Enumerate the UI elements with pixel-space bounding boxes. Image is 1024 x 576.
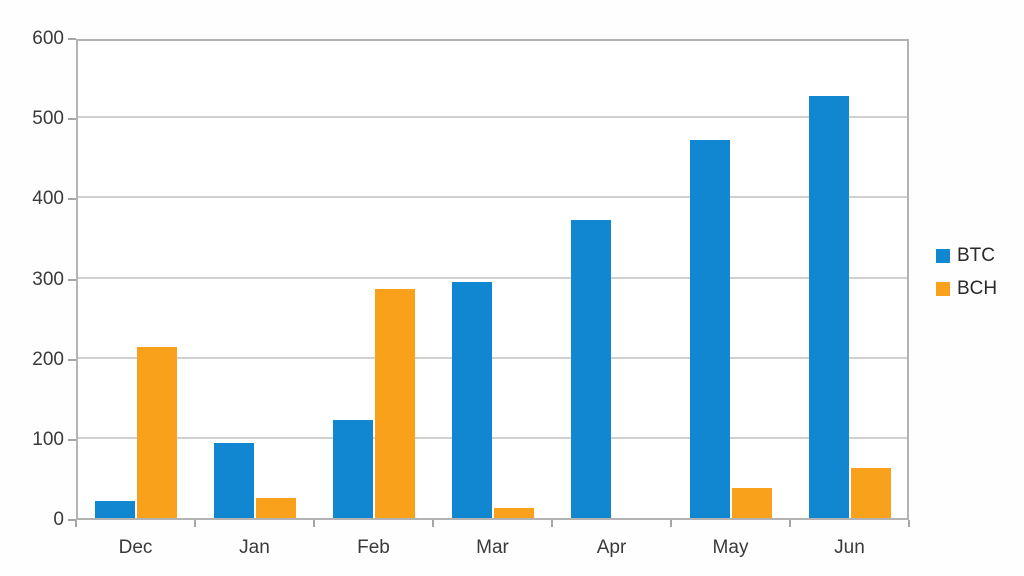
x-axis-label-feb: Feb (357, 537, 390, 558)
x-axis-label-mar: Mar (476, 537, 509, 558)
gridline-500 (78, 116, 907, 119)
y-axis-tick-label: 200 (32, 348, 64, 370)
bar-bch-may (731, 488, 772, 518)
x-axis-tick (432, 520, 434, 527)
bar-bch-feb (374, 289, 415, 518)
y-axis-tick (68, 38, 76, 40)
bar-bch-jan (255, 498, 296, 518)
gridline-400 (78, 196, 907, 199)
y-axis-tick (68, 118, 76, 121)
y-axis-tick (68, 198, 76, 201)
legend-item-btc: BTC (936, 246, 997, 266)
y-axis-tick-label: 100 (32, 428, 64, 450)
x-axis-tick (194, 520, 196, 527)
bar-btc-feb (332, 420, 373, 518)
y-axis-tick-label: 0 (53, 509, 64, 530)
legend-swatch-btc-icon (936, 249, 950, 263)
bar-btc-jan (213, 443, 254, 518)
x-axis-label-may: May (712, 537, 749, 558)
legend-swatch-bch-icon (936, 282, 950, 296)
gridline-100 (78, 436, 907, 439)
y-axis-tick (68, 278, 76, 281)
y-axis-tick (68, 438, 76, 441)
y-axis-tick-label: 500 (32, 108, 64, 130)
y-axis-tick (68, 519, 76, 521)
bar-btc-apr (570, 220, 611, 518)
bar-bch-dec (136, 347, 177, 518)
legend: BTC BCH (936, 246, 997, 312)
legend-item-bch: BCH (936, 279, 997, 299)
y-axis-tick (68, 358, 76, 361)
bar-bch-mar (493, 508, 534, 518)
y-axis-tick-label: 300 (32, 268, 64, 290)
bar-bch-jun (850, 468, 891, 518)
x-axis-tick (789, 520, 791, 527)
legend-label-btc: BTC (957, 245, 995, 266)
x-axis-tick (313, 520, 315, 527)
bar-btc-may (689, 140, 730, 518)
legend-label-bch: BCH (957, 278, 998, 299)
y-axis-tick-label: 400 (32, 188, 64, 210)
x-axis-label-apr: Apr (596, 537, 627, 558)
plot-area (76, 39, 909, 520)
x-axis-tick (908, 520, 910, 527)
bar-btc-mar (451, 282, 492, 518)
x-axis-label-dec: Dec (118, 537, 153, 558)
x-axis-label-jun: Jun (834, 537, 865, 558)
y-axis-tick-label: 600 (32, 28, 64, 49)
gridline-300 (78, 276, 907, 279)
x-axis-label-jan: Jan (239, 537, 270, 558)
x-axis-tick (551, 520, 553, 527)
x-axis-tick (670, 520, 672, 527)
gridline-200 (78, 356, 907, 359)
x-axis-tick (75, 520, 77, 527)
bar-btc-jun (808, 96, 849, 518)
bar-btc-dec (94, 501, 135, 518)
